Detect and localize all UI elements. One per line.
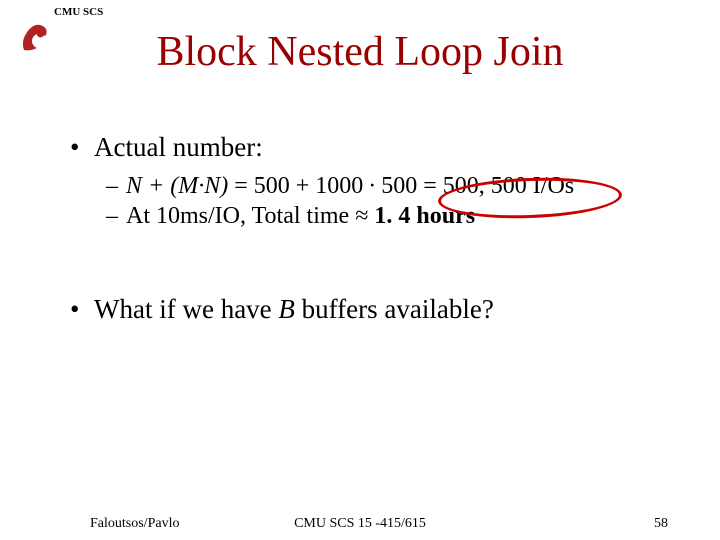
bullet-dash-icon: –: [106, 201, 126, 232]
formula-italic: N + (M∙N): [126, 173, 228, 199]
buffers-italic: B: [278, 294, 295, 324]
time-prefix: At 10ms/IO, Total time ≈: [126, 203, 374, 229]
subbullet-text: At 10ms/IO, Total time ≈ 1. 4 hours: [126, 201, 475, 232]
footer-course: CMU SCS 15 -415/615: [0, 516, 720, 532]
bullet-actual-number: • Actual number:: [70, 130, 680, 165]
buffers-suffix: buffers available?: [295, 294, 494, 324]
bullet-dot-icon: •: [70, 130, 94, 165]
spacer: [70, 232, 680, 292]
bullet-text: Actual number:: [94, 130, 263, 165]
bullet-text: What if we have B buffers available?: [94, 292, 494, 327]
slide: CMU SCS Block Nested Loop Join • Actual …: [0, 0, 720, 540]
header-label: CMU SCS: [54, 6, 103, 18]
slide-body: • Actual number: – N + (M∙N) = 500 + 100…: [70, 130, 680, 333]
footer-page-number: 58: [654, 516, 668, 532]
bullet-buffers: • What if we have B buffers available?: [70, 292, 680, 327]
buffers-prefix: What if we have: [94, 294, 278, 324]
bullet-dot-icon: •: [70, 292, 94, 327]
slide-title: Block Nested Loop Join: [0, 28, 720, 76]
bullet-dash-icon: –: [106, 171, 126, 202]
